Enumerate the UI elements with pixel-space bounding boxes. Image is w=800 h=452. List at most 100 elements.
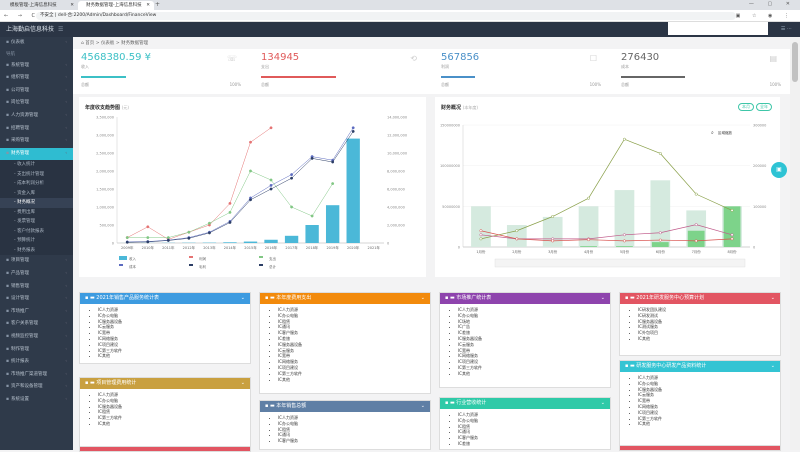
nav-buttons[interactable]: ← → C (4, 10, 39, 22)
month-button[interactable]: 本月 (738, 103, 754, 111)
sidebar-item[interactable]: ▪系统管理‹ (0, 60, 73, 73)
bar (615, 190, 635, 247)
sidebar-item[interactable]: - 费用出库 (0, 208, 73, 218)
x-tick-label: 4月份 (584, 249, 594, 254)
sidebar-item[interactable]: - 发票管理 (0, 217, 73, 227)
sidebar-item[interactable]: ▪资产和设备管理‹ (0, 381, 73, 394)
page-scrollbar[interactable] (790, 37, 800, 450)
sidebar-item[interactable]: ▪人力资源管理‹ (0, 110, 73, 123)
y-right-tick-label: 200000 (753, 164, 766, 168)
sidebar-item-label: 统计报表 (11, 359, 29, 364)
sidebar-item[interactable]: ▪项目管理‹ (0, 255, 73, 268)
menu-toggle-icon[interactable]: ☰ (58, 22, 63, 37)
sidebar-item[interactable]: ▪销售管理‹ (0, 281, 73, 294)
panel-header[interactable]: ▪ ▬ 行业营收统计⌄ (440, 398, 610, 409)
scrollbar-thumb[interactable] (792, 42, 798, 82)
sidebar-item[interactable]: ▪系统设置‹ (0, 394, 73, 407)
url-input[interactable]: 不安全 | dell-合:2200/Admin/Dashboard/Financ… (36, 12, 736, 20)
sidebar-item[interactable]: ▪市场推广‹ (0, 306, 73, 319)
panel-header[interactable]: ▪ ▬ 研发服务中心研发产品资料统计⌄ (620, 361, 780, 372)
data-point (167, 239, 169, 241)
chevron-down-icon[interactable]: ⌄ (601, 398, 605, 409)
stat-panel: ▪ ▬ 行业营收统计⌄IC人力资源IC办公电脑IC租赁IC通讯IC客户服务IC差… (439, 397, 611, 450)
sidebar-item[interactable]: - 预算统计 (0, 236, 73, 246)
sidebar-item-label: 成本利润分析 (17, 181, 44, 186)
sidebar-item[interactable]: ▪组织管理‹ (0, 72, 73, 85)
chevron-down-icon[interactable]: ⌄ (241, 378, 245, 389)
chevron-icon: ‹ (65, 60, 67, 73)
sidebar-item[interactable]: - 客户付款报表 (0, 227, 73, 237)
panel-header[interactable]: ▪ ▬ 2021年销售产品服务统计表⌄ (80, 293, 250, 304)
legend-swatch (189, 256, 193, 258)
sidebar-item[interactable]: - 财务报表 (0, 246, 73, 256)
breadcrumb-item[interactable]: 首页 (85, 41, 94, 46)
panel-header[interactable]: ▪ ▬ 市场推广统计表⌄ (440, 293, 610, 304)
stat-progress (441, 76, 475, 78)
panel-header[interactable]: ▪ ▬ 本年度费用支出⌄ (260, 293, 430, 304)
chevron-down-icon[interactable]: ⌄ (771, 361, 775, 372)
chevron-icon: ‹ (65, 356, 67, 369)
data-point (126, 241, 128, 243)
breadcrumb-item[interactable]: 仪表板 (101, 41, 115, 46)
panel-header[interactable]: ▪ ▬ 2021年研发服务中心预算计划⌄ (620, 293, 780, 304)
sidebar-item[interactable]: - 财务概况 (0, 198, 73, 208)
sidebar-item[interactable]: ▪财务管理‹ (0, 148, 73, 161)
sidebar-item[interactable]: - 成本利润分析 (0, 179, 73, 189)
floating-action-button[interactable]: ▣ (771, 162, 787, 178)
chevron-down-icon[interactable]: ⌄ (601, 293, 605, 304)
sidebar-item[interactable]: ▪公司管理‹ (0, 85, 73, 98)
data-point (249, 170, 251, 172)
sidebar-item[interactable]: ▪视频监控管理‹ (0, 331, 73, 344)
close-tab-icon[interactable]: ✕ (146, 1, 150, 10)
data-point (208, 222, 210, 224)
sidebar-item[interactable]: ▪客户关系管理‹ (0, 318, 73, 331)
data-zoom-slider[interactable] (495, 259, 745, 267)
x-tick-label: 2021年 (368, 245, 381, 250)
bar (724, 206, 741, 247)
x-tick-label: 3月份 (548, 249, 558, 254)
browser-tab-active[interactable]: 财务数据管理-上海信息科技✕ (78, 1, 154, 10)
chevron-icon: ‹ (65, 394, 67, 407)
year-button[interactable]: 全年 (756, 103, 772, 111)
sidebar-item[interactable]: ▪产品管理‹ (0, 268, 73, 281)
sidebar-item-label: 费用出库 (17, 210, 35, 215)
sidebar-item-label: 市场推广 (11, 309, 29, 314)
y-tick-label: 3,000,000 (96, 134, 114, 138)
chevron-down-icon[interactable]: ⌄ (421, 293, 425, 304)
sidebar-item[interactable]: - 支出统计管理 (0, 170, 73, 180)
sidebar-item-label: 岗位管理 (11, 100, 29, 105)
sidebar-item[interactable]: ▪采购管理‹ (0, 135, 73, 148)
header-actions[interactable]: ☰ ⋯ (781, 22, 792, 37)
close-tab-icon[interactable]: ✕ (70, 1, 74, 10)
data-point (695, 193, 697, 195)
sidebar-item[interactable]: ▪岗位管理‹ (0, 97, 73, 110)
browser-tab[interactable]: 模板管理-上海信息科技✕ (2, 1, 78, 10)
stat-value: 134945 (261, 52, 421, 64)
sidebar-item[interactable]: ▪统计报表‹ (0, 356, 73, 369)
data-point (208, 232, 210, 234)
chevron-down-icon[interactable]: ⌄ (771, 293, 775, 304)
sidebar-item[interactable]: ▪设计管理‹ (0, 293, 73, 306)
sidebar: ▪仪表板‹导航▪系统管理‹▪组织管理‹▪公司管理‹▪岗位管理‹▪人力资源管理‹▪… (0, 37, 73, 450)
panel-header[interactable]: ▪ ▬ 项目管理费用统计⌄ (80, 378, 250, 389)
sidebar-item-label: 支出统计管理 (17, 172, 44, 177)
window-controls[interactable]: — ▢ ✕ (749, 0, 796, 9)
chevron-down-icon[interactable]: ⌄ (421, 401, 425, 412)
stat-percent: 100% (770, 82, 781, 87)
sidebar-item[interactable]: ▪招聘管理‹ (0, 123, 73, 136)
new-tab-button[interactable]: + (155, 1, 160, 9)
sidebar-item[interactable]: ▪市场推广渠道管理‹ (0, 369, 73, 382)
sidebar-item[interactable]: - 资金入库 (0, 189, 73, 199)
chevron-down-icon[interactable]: ⌄ (241, 293, 245, 304)
sidebar-item-label: 销售管理 (11, 284, 29, 289)
sidebar-item[interactable]: ▪制作管理‹ (0, 344, 73, 357)
extension-icons[interactable]: ▣ ☆ ◉ ⋮ (736, 10, 794, 22)
y-tick-label: 1,500,000 (96, 188, 114, 192)
panel-header[interactable]: ▪ ▬ 本年销售总额⌄ (260, 401, 430, 412)
sidebar-item[interactable]: ▪仪表板‹ (0, 37, 73, 50)
sidebar-item[interactable]: - 收入统计 (0, 160, 73, 170)
x-tick-label: 2018年 (306, 245, 319, 250)
